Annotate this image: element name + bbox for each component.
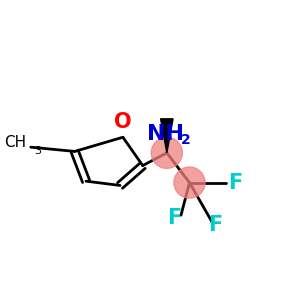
Polygon shape — [160, 119, 173, 153]
Circle shape — [174, 167, 205, 198]
Text: 3: 3 — [34, 146, 41, 156]
Text: F: F — [228, 172, 242, 193]
Text: O: O — [114, 112, 132, 132]
Text: CH: CH — [4, 135, 26, 150]
Text: 2: 2 — [180, 133, 190, 147]
Text: F: F — [167, 208, 181, 228]
Text: F: F — [208, 215, 222, 235]
Text: NH: NH — [147, 124, 184, 144]
Circle shape — [151, 137, 182, 168]
